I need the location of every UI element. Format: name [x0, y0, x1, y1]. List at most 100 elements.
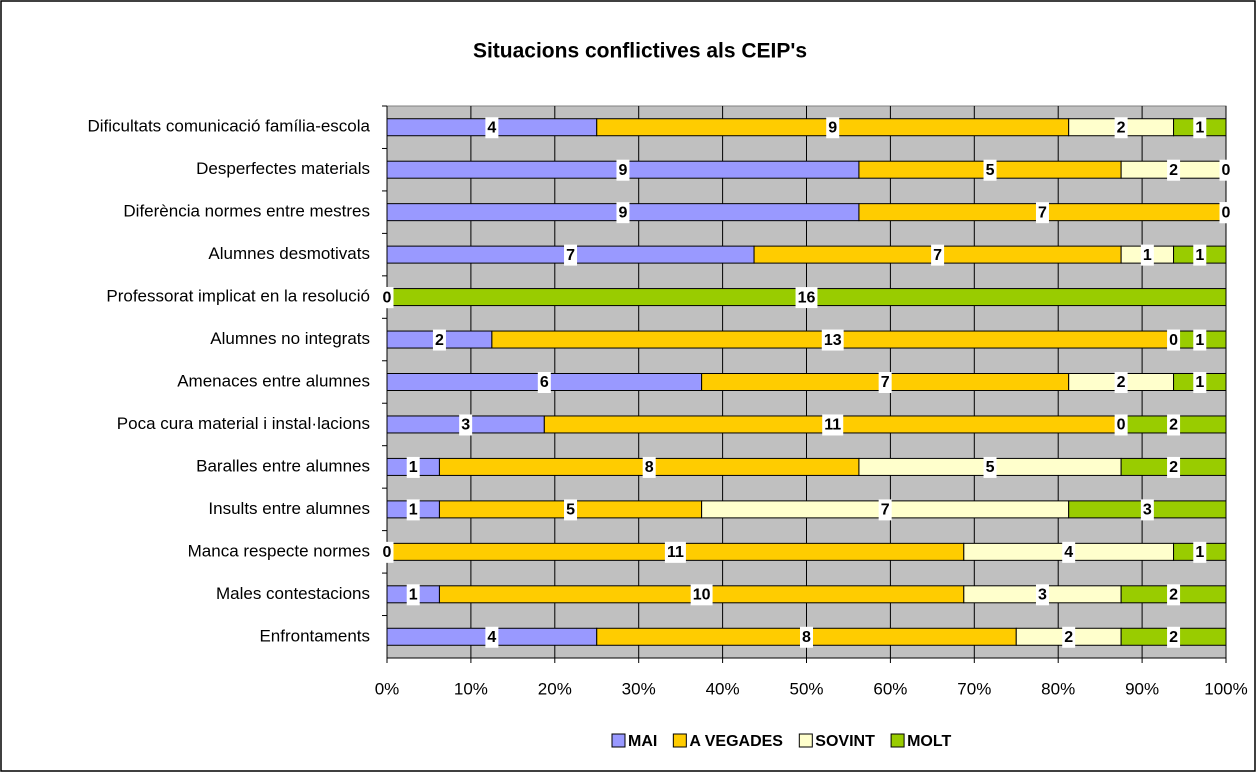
data-label-bg	[1193, 117, 1207, 139]
data-label-bg	[485, 117, 499, 139]
data-label-bg	[564, 244, 578, 266]
data-label-bg	[564, 499, 578, 521]
data-label-group: 5	[564, 499, 578, 521]
data-label-group: 5	[983, 456, 997, 478]
data-label: 13	[824, 332, 842, 349]
x-tick-label: 20%	[538, 679, 572, 698]
data-label-bg	[406, 456, 420, 478]
data-label-group: 1	[1193, 244, 1207, 266]
data-label-group: 0	[380, 541, 394, 563]
data-label-group: 2	[1167, 414, 1181, 436]
data-label-group: 5	[983, 159, 997, 181]
data-label-group: 1	[1193, 372, 1207, 393]
data-label: 1	[409, 459, 418, 476]
data-label-group: 2	[1114, 372, 1128, 393]
legend-label: MOLT	[907, 733, 951, 750]
data-label-group: 1	[406, 456, 420, 478]
y-tick-label: Poca cura material i instal·lacions	[117, 414, 370, 433]
data-label-bg	[642, 456, 656, 478]
data-label-group: 4	[1062, 541, 1076, 563]
data-label-bg	[1193, 372, 1207, 393]
y-tick-label: Amenaces entre alumnes	[177, 371, 370, 390]
data-label-bg	[1219, 159, 1233, 181]
data-label-bg	[1193, 541, 1207, 563]
legend-swatch	[890, 733, 905, 748]
data-label: 9	[828, 119, 837, 136]
legend-swatch	[672, 733, 687, 748]
data-label: 2	[1169, 629, 1178, 646]
data-label: 3	[1038, 587, 1047, 604]
data-label-bg	[537, 372, 551, 393]
data-label: 0	[1222, 204, 1231, 221]
data-label-group: 1	[1193, 541, 1207, 563]
data-label-bg	[1140, 244, 1154, 266]
legend-label: MAI	[628, 733, 657, 750]
legend-label: SOVINT	[815, 733, 875, 750]
data-label-group: 2	[1167, 584, 1181, 606]
y-tick-label: Dificultats comunicació família-escola	[88, 117, 371, 136]
data-label-bg	[1035, 202, 1049, 224]
data-label: 4	[487, 629, 496, 646]
data-label-group: 7	[878, 372, 892, 393]
data-label: 0	[383, 544, 392, 561]
data-label-group: 1	[406, 584, 420, 606]
x-tick-label: 100%	[1204, 679, 1247, 698]
data-label-bg	[1167, 414, 1181, 436]
data-label: 2	[1117, 119, 1126, 136]
data-label-group: 2	[1114, 117, 1128, 139]
data-label-group: 4	[485, 626, 499, 648]
data-label: 5	[566, 502, 575, 519]
data-label-group: 3	[1035, 584, 1049, 606]
data-label-group: 1	[1193, 329, 1207, 351]
data-label-bg	[485, 626, 499, 648]
data-label: 1	[1195, 247, 1204, 264]
data-label-bg	[690, 584, 713, 606]
data-label-group: 1	[1140, 244, 1154, 266]
data-label-bg	[983, 456, 997, 478]
data-label-bg	[1167, 159, 1181, 181]
data-label-bg	[406, 584, 420, 606]
y-tick-label: Professorat implicat en la resolució	[106, 287, 370, 306]
data-label-bg	[459, 414, 473, 436]
data-label-bg	[795, 287, 818, 309]
y-tick-label: Males contestacions	[216, 584, 370, 603]
data-label-bg	[1167, 584, 1181, 606]
chart-title: Situacions conflictives als CEIP's	[473, 40, 807, 63]
data-label-group: 9	[826, 117, 840, 139]
data-label: 1	[1143, 247, 1152, 264]
data-label: 1	[1195, 544, 1204, 561]
x-tick-label: 60%	[873, 679, 907, 698]
data-label-group: 0	[1219, 159, 1233, 181]
data-label: 2	[1064, 629, 1073, 646]
x-tick-label: 40%	[706, 679, 740, 698]
data-label-group: 11	[664, 541, 686, 563]
data-label: 1	[409, 502, 418, 519]
data-label-bg	[616, 202, 630, 224]
data-label-group: 2	[1167, 456, 1181, 478]
data-label: 2	[1117, 374, 1126, 391]
data-label: 3	[1143, 502, 1152, 519]
legend-swatch	[798, 733, 813, 748]
data-label-bg	[1114, 117, 1128, 139]
data-label-bg	[432, 329, 446, 351]
data-label-group: 11	[822, 414, 844, 436]
data-label-bg	[1062, 541, 1076, 563]
data-label: 1	[1195, 332, 1204, 349]
legend-swatch	[611, 733, 626, 748]
data-label: 2	[1169, 587, 1178, 604]
data-label-group: 0	[380, 287, 394, 309]
data-label: 7	[1038, 204, 1047, 221]
x-tick-label: 90%	[1125, 679, 1159, 698]
data-label-bg	[380, 287, 394, 309]
data-label: 9	[619, 204, 628, 221]
data-label: 2	[1169, 417, 1178, 434]
data-label: 0	[1169, 332, 1178, 349]
data-label-group: 7	[931, 244, 945, 266]
data-label: 3	[461, 417, 470, 434]
x-tick-label: 50%	[789, 679, 823, 698]
data-label: 1	[1195, 374, 1204, 391]
data-label-bg	[380, 541, 394, 563]
data-label-group: 2	[1167, 159, 1181, 181]
data-label: 2	[1169, 459, 1178, 476]
